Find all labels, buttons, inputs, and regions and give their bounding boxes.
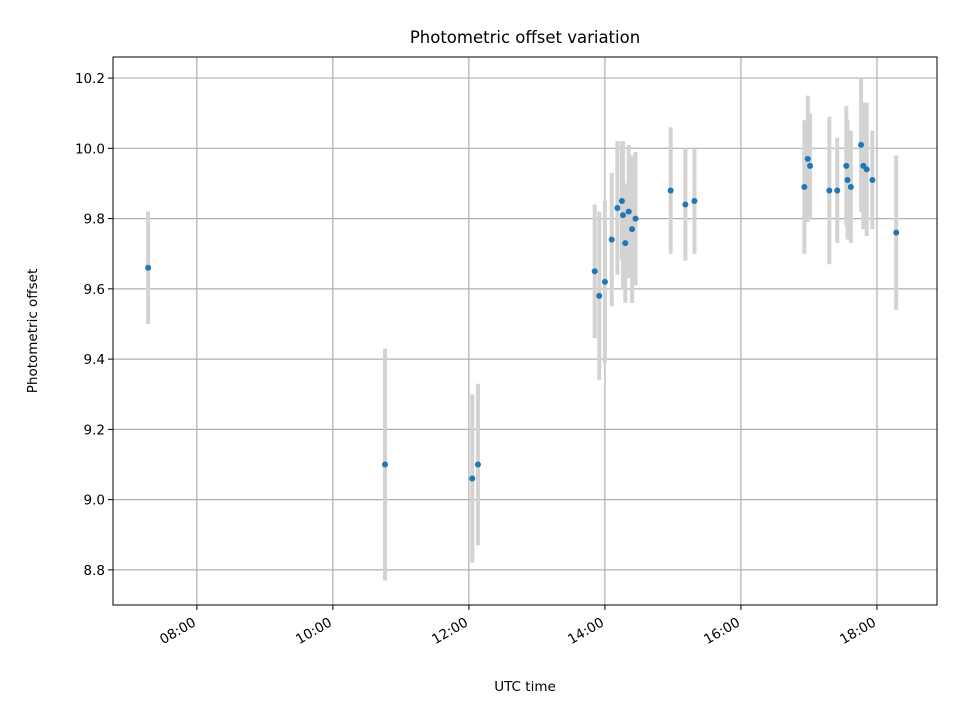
data-point [618, 198, 625, 205]
data-point [596, 292, 603, 299]
y-tick-label: 10.2 [75, 71, 105, 87]
plot-area-frame [112, 56, 938, 606]
y-tick-label: 9.2 [84, 422, 105, 438]
data-point [629, 226, 636, 233]
y-tick-label: 9.0 [84, 493, 105, 509]
data-point [614, 205, 621, 212]
data-point [382, 461, 389, 468]
data-point [620, 212, 627, 219]
data-point [632, 215, 639, 222]
data-point [844, 176, 851, 183]
data-point [807, 162, 814, 169]
data-point [804, 155, 811, 162]
data-point [682, 201, 689, 208]
data-point [625, 208, 632, 215]
data-point [622, 240, 629, 247]
y-tick-label: 10.0 [75, 141, 105, 157]
x-axis-label: UTC time [494, 679, 556, 695]
data-points [145, 141, 900, 482]
data-point [145, 264, 152, 271]
data-point [801, 183, 808, 190]
data-point [601, 278, 608, 285]
data-point [474, 461, 481, 468]
data-point [863, 166, 870, 173]
y-tick-label: 9.4 [84, 352, 105, 368]
data-point [869, 176, 876, 183]
y-axis-label: Photometric offset [25, 269, 41, 393]
data-point [667, 187, 674, 194]
grid-lines [113, 57, 937, 605]
data-point [858, 141, 865, 148]
y-tick-label: 9.6 [84, 282, 105, 298]
chart-title: Photometric offset variation [410, 28, 640, 47]
data-point [691, 198, 698, 205]
y-axis-ticks: 8.8 9.0 9.2 9.4 9.6 9.8 10.0 10.2 [75, 71, 113, 579]
data-point [469, 475, 476, 482]
data-point [608, 236, 615, 243]
data-point [847, 183, 854, 190]
data-point [843, 162, 850, 169]
data-point [834, 187, 841, 194]
data-point [893, 229, 900, 236]
y-tick-label: 8.8 [84, 563, 105, 579]
y-tick-label: 9.8 [84, 212, 105, 228]
data-point [826, 187, 833, 194]
data-point [591, 268, 598, 275]
